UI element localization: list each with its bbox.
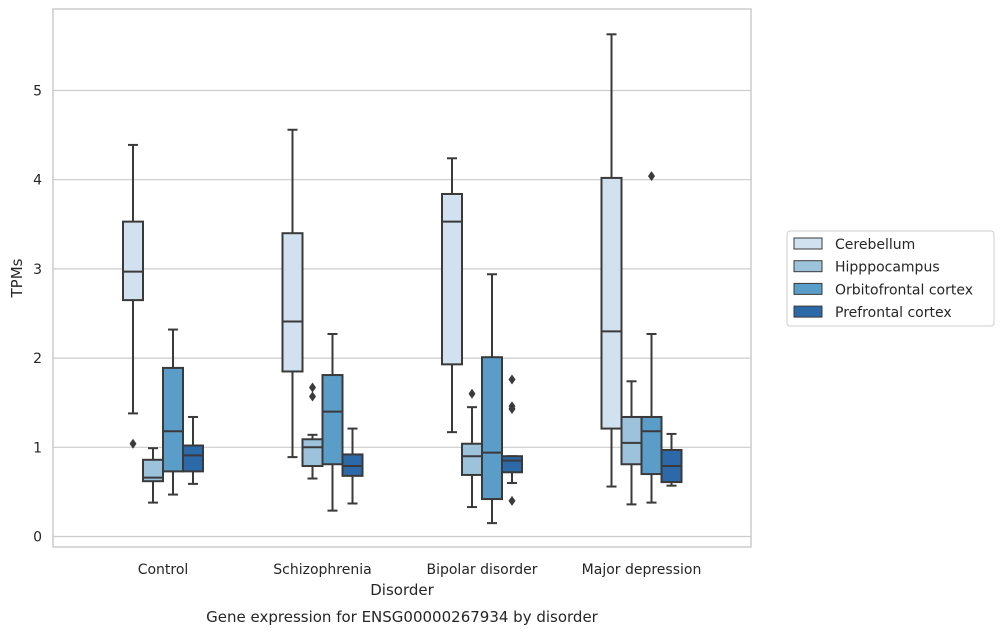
box-prefrontal-cortex [501,374,523,506]
x-tick-label: Schizophrenia [273,562,371,578]
legend-swatch [793,305,823,318]
legend-label: Cerebellum [835,237,915,253]
plot-frame [52,8,752,548]
box-iqr [162,366,184,473]
y-tick-label: 3 [33,262,42,278]
box-iqr [501,455,523,474]
y-tick-label: 2 [33,351,42,367]
box-groups [122,33,683,525]
y-tick-label: 5 [33,84,42,100]
x-tick-label: Control [138,562,189,578]
box-iqr [441,192,463,366]
x-tick-labels: Control Schizophrenia Bipolar disorder Majo… [138,562,702,578]
box-cerebellum [281,128,304,459]
box-prefrontal-cortex [182,415,204,485]
x-axis-label: Disorder [370,581,434,599]
x-tick-label: Major depression [582,562,702,578]
legend-label: Prefrontal cortex [835,305,952,321]
box-hipppocampus [301,382,324,480]
box-prefrontal-cortex [660,432,683,487]
chart-caption: Gene expression for ENSG00000267934 by d… [206,608,599,626]
box-cerebellum [600,33,623,488]
box-iqr [122,220,144,302]
outlier-point [508,495,516,506]
box-orbitofrontal-cortex [640,171,663,504]
box-iqr [600,176,623,430]
box-orbitofrontal-cortex [321,333,344,512]
box-iqr [301,438,324,468]
outlier-point [309,391,316,402]
y-axis-label: TPMs [8,258,26,298]
outlier-point [648,171,655,182]
box-hipppocampus [620,380,643,506]
y-tick-label: 4 [33,173,42,189]
y-tick-label: 0 [33,530,42,546]
box-cerebellum [122,143,144,449]
y-tick-labels: 0 1 2 3 4 5 [33,84,42,546]
y-tick-label: 1 [33,440,42,456]
box-iqr [481,356,503,501]
box-hipppocampus [461,388,483,509]
box-iqr [321,374,344,466]
outlier-point [508,401,516,412]
outlier-point [508,374,516,385]
legend-swatch [793,260,823,273]
outlier-point [309,382,316,393]
legend: Cerebellum Hipppocampus Orbitofrontal cort… [786,230,995,327]
box-cerebellum [441,157,463,434]
legend-label: Orbitofrontal cortex [835,282,973,298]
box-iqr [182,444,204,473]
outlier-point [129,438,137,449]
box-orbitofrontal-cortex [481,273,503,525]
legend-label: Hipppocampus [835,260,940,276]
outlier-point [468,388,476,399]
legend-swatch [793,237,823,250]
box-iqr [281,232,304,373]
box-iqr [640,415,663,476]
x-tick-label: Bipolar disorder [426,562,537,578]
legend-frame [786,230,995,327]
box-orbitofrontal-cortex [162,328,184,496]
box-prefrontal-cortex [341,427,364,505]
legend-swatch [793,282,823,295]
box-iqr [620,415,643,466]
box-hipppocampus [142,447,164,504]
box-iqr [461,442,483,476]
